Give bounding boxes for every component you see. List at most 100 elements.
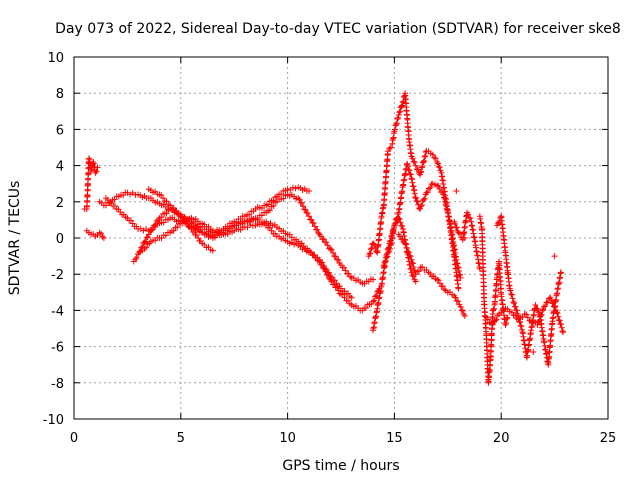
data-point — [536, 317, 543, 324]
data-point — [265, 201, 272, 208]
data-point — [407, 171, 414, 178]
data-point — [385, 244, 392, 251]
data-point — [149, 226, 156, 233]
data-point — [170, 204, 177, 211]
data-point — [537, 312, 544, 319]
data-point — [266, 207, 273, 214]
data-point — [111, 203, 118, 210]
data-point — [542, 303, 549, 310]
data-point — [509, 295, 516, 302]
data-point — [508, 291, 515, 298]
data-point — [137, 248, 144, 255]
chart-title: Day 073 of 2022, Sidereal Day-to-day VTE… — [55, 21, 621, 37]
data-point — [532, 301, 539, 308]
data-point — [304, 210, 311, 217]
data-point — [316, 256, 323, 263]
data-point — [397, 108, 404, 115]
data-point — [323, 239, 330, 246]
data-point — [372, 293, 379, 300]
data-point — [371, 297, 378, 304]
data-point — [345, 270, 352, 277]
data-point — [404, 163, 411, 170]
data-point — [108, 200, 115, 207]
data-point — [510, 298, 517, 305]
data-point — [98, 230, 105, 237]
data-point — [99, 233, 106, 240]
data-point — [513, 307, 520, 314]
data-point — [444, 206, 451, 213]
data-points — [81, 90, 567, 386]
data-point — [366, 250, 373, 257]
data-point — [153, 217, 160, 224]
data-point — [325, 245, 332, 252]
data-point — [461, 312, 468, 319]
data-point — [493, 316, 500, 323]
data-point — [348, 294, 355, 301]
data-point — [127, 217, 134, 224]
y-tick-label: -10 — [43, 413, 64, 428]
data-point — [553, 309, 560, 316]
data-point — [143, 234, 150, 241]
data-point — [554, 310, 561, 317]
data-point — [418, 201, 425, 208]
data-point — [504, 314, 511, 321]
data-point — [455, 298, 462, 305]
data-point — [558, 324, 565, 331]
data-point — [434, 160, 441, 167]
data-point — [174, 224, 181, 231]
data-point — [100, 235, 107, 241]
data-point — [266, 224, 273, 231]
data-point — [311, 223, 318, 230]
data-point — [540, 303, 547, 310]
data-point — [320, 262, 327, 269]
data-point — [132, 256, 139, 263]
data-point — [429, 151, 436, 158]
data-point — [548, 296, 555, 303]
data-point — [158, 214, 165, 221]
data-point — [512, 303, 519, 310]
data-point — [452, 220, 459, 227]
data-point — [209, 247, 216, 254]
data-point — [412, 162, 419, 169]
data-point — [244, 218, 251, 225]
data-point — [333, 280, 340, 287]
data-point — [551, 303, 558, 310]
y-tick-label: 2 — [56, 196, 64, 211]
data-point — [387, 144, 394, 151]
data-point — [310, 220, 317, 227]
y-axis-label: SDTVAR / TECUs — [7, 181, 23, 296]
x-tick-label: 25 — [600, 431, 617, 446]
data-point — [519, 314, 526, 321]
data-point — [270, 203, 277, 210]
grid-lines — [74, 57, 608, 419]
data-point — [402, 241, 409, 248]
data-point — [435, 183, 442, 190]
data-point — [417, 169, 424, 176]
data-point — [551, 253, 558, 260]
data-point — [427, 184, 434, 191]
data-point — [443, 202, 450, 209]
y-tick-label: 8 — [56, 87, 64, 102]
data-point — [523, 311, 530, 318]
data-point — [401, 93, 408, 100]
data-point — [367, 246, 374, 253]
data-point — [370, 276, 377, 283]
data-point — [300, 203, 307, 210]
data-point — [407, 253, 414, 260]
data-point — [145, 231, 152, 238]
data-point — [402, 240, 409, 247]
data-point — [421, 153, 428, 160]
data-point — [393, 121, 400, 128]
data-point — [418, 168, 425, 175]
data-point — [419, 263, 426, 270]
data-point — [319, 259, 326, 266]
data-point — [183, 220, 190, 227]
data-point — [327, 245, 334, 252]
data-point — [388, 233, 395, 240]
data-point — [81, 206, 88, 213]
data-point — [453, 187, 460, 194]
data-point — [415, 268, 422, 275]
data-point — [373, 292, 380, 299]
data-point — [476, 265, 483, 272]
data-point — [408, 256, 415, 263]
